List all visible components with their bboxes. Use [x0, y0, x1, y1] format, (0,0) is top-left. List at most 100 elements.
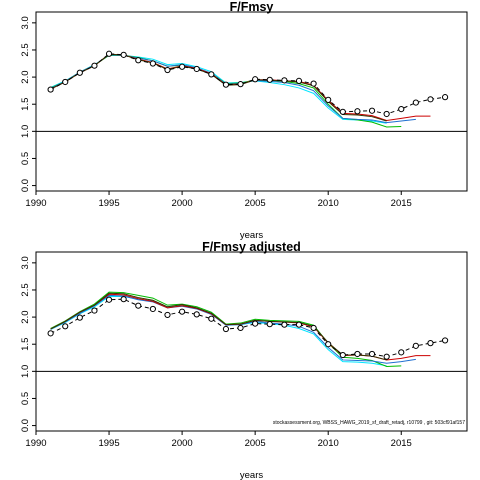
- data-point: [208, 315, 215, 322]
- data-point: [354, 108, 361, 115]
- data-point: [62, 323, 69, 330]
- data-point: [120, 296, 127, 303]
- series-line-6: [50, 53, 387, 122]
- x-tick-label: 2010: [318, 438, 339, 449]
- y-tick-label: 0.5: [20, 152, 31, 165]
- series-line-1: [50, 298, 446, 358]
- data-point: [47, 330, 54, 337]
- y-tick-label: 1.5: [20, 338, 31, 351]
- data-point: [412, 342, 419, 349]
- data-point: [398, 349, 405, 356]
- data-point: [91, 307, 98, 314]
- x-axis-label: years: [240, 230, 263, 241]
- data-point: [105, 50, 113, 57]
- series-line-3: [50, 54, 402, 128]
- chart-title: F/Fmsy adjusted: [202, 240, 301, 254]
- data-point: [62, 78, 69, 86]
- data-point: [222, 81, 230, 88]
- x-tick-label: 1990: [25, 438, 46, 449]
- series-line-2: [50, 295, 387, 367]
- y-tick-label: 0.5: [20, 392, 31, 405]
- series-line-1: [50, 53, 446, 115]
- data-point: [368, 107, 376, 114]
- y-tick-label: 1.5: [20, 98, 31, 111]
- data-point: [412, 99, 419, 106]
- data-point: [252, 76, 259, 83]
- data-point: [76, 314, 83, 321]
- data-point: [164, 66, 171, 74]
- data-point: [76, 69, 83, 76]
- data-point: [383, 110, 390, 118]
- y-tick-label: 2.5: [20, 43, 31, 56]
- data-point: [441, 337, 449, 344]
- x-tick-label: 2005: [245, 438, 266, 449]
- series-line-4: [50, 294, 416, 364]
- y-tick-label: 1.0: [20, 365, 31, 378]
- x-tick-label: 1990: [25, 198, 46, 209]
- data-point: [281, 321, 288, 328]
- x-tick-label: 2005: [245, 198, 266, 209]
- y-tick-label: 0.0: [20, 179, 31, 192]
- series-line-4: [50, 54, 416, 124]
- y-tick-label: 2.0: [20, 310, 31, 323]
- x-tick-label: 2015: [391, 198, 412, 209]
- data-point: [368, 350, 376, 358]
- data-point: [179, 63, 186, 70]
- x-tick-label: 2000: [172, 198, 193, 209]
- data-point: [427, 96, 434, 103]
- x-axis-label: years: [240, 470, 263, 480]
- x-tick-label: 2015: [391, 438, 412, 449]
- data-point: [47, 86, 54, 93]
- y-tick-label: 0.0: [20, 419, 31, 432]
- data-point: [179, 308, 186, 315]
- data-point: [339, 351, 346, 359]
- x-tick-label: 2000: [172, 438, 193, 449]
- y-tick-label: 1.0: [20, 125, 31, 138]
- data-point: [398, 105, 405, 113]
- data-point: [339, 108, 346, 115]
- data-point: [208, 71, 215, 78]
- data-point: [149, 305, 156, 313]
- data-point: [149, 60, 156, 67]
- data-point: [91, 62, 98, 69]
- y-tick-label: 3.0: [20, 16, 31, 29]
- data-point: [295, 321, 303, 328]
- data-point: [441, 94, 449, 101]
- data-point: [310, 80, 317, 87]
- data-point: [266, 76, 273, 83]
- data-point: [237, 81, 244, 88]
- data-point: [427, 340, 434, 347]
- data-point: [222, 325, 230, 333]
- data-point: [105, 296, 113, 303]
- data-point: [193, 65, 200, 73]
- data-point: [354, 350, 361, 358]
- data-point: [135, 302, 142, 309]
- data-point: [237, 324, 244, 332]
- y-tick-label: 2.5: [20, 283, 31, 296]
- x-tick-label: 1995: [98, 198, 119, 209]
- series-line-6: [50, 292, 387, 361]
- y-tick-label: 2.0: [20, 70, 31, 83]
- data-point: [135, 57, 142, 64]
- chart-title: F/Fmsy: [230, 0, 274, 14]
- data-point: [325, 96, 332, 103]
- plot-frame: [35, 11, 468, 192]
- x-tick-label: 2010: [318, 198, 339, 209]
- data-point: [252, 320, 259, 327]
- data-point: [383, 353, 390, 360]
- chart-panel-1: F/Fmsy 0.0 0.5 1.0 1.5 2.0 2.5 3.0 1990 1995 2000 2…: [20, 0, 468, 241]
- data-point: [325, 341, 332, 348]
- y-tick-label: 3.0: [20, 256, 31, 269]
- data-point: [295, 77, 303, 84]
- data-point: [164, 311, 171, 319]
- data-point: [193, 311, 200, 318]
- chart-panel-2: F/Fmsy adjusted 0.0 0.5 1.0 1.5 2.0 2.5 3.0 1990…: [20, 240, 468, 480]
- x-tick-label: 1995: [98, 438, 119, 449]
- data-point: [266, 321, 273, 328]
- data-point: [310, 324, 317, 332]
- plot-frame: [35, 251, 468, 432]
- data-point: [120, 51, 127, 58]
- data-point: [281, 77, 288, 84]
- source-annotation: stockassessment.org, WBSS_HAWG_2019_sf_d…: [273, 420, 465, 426]
